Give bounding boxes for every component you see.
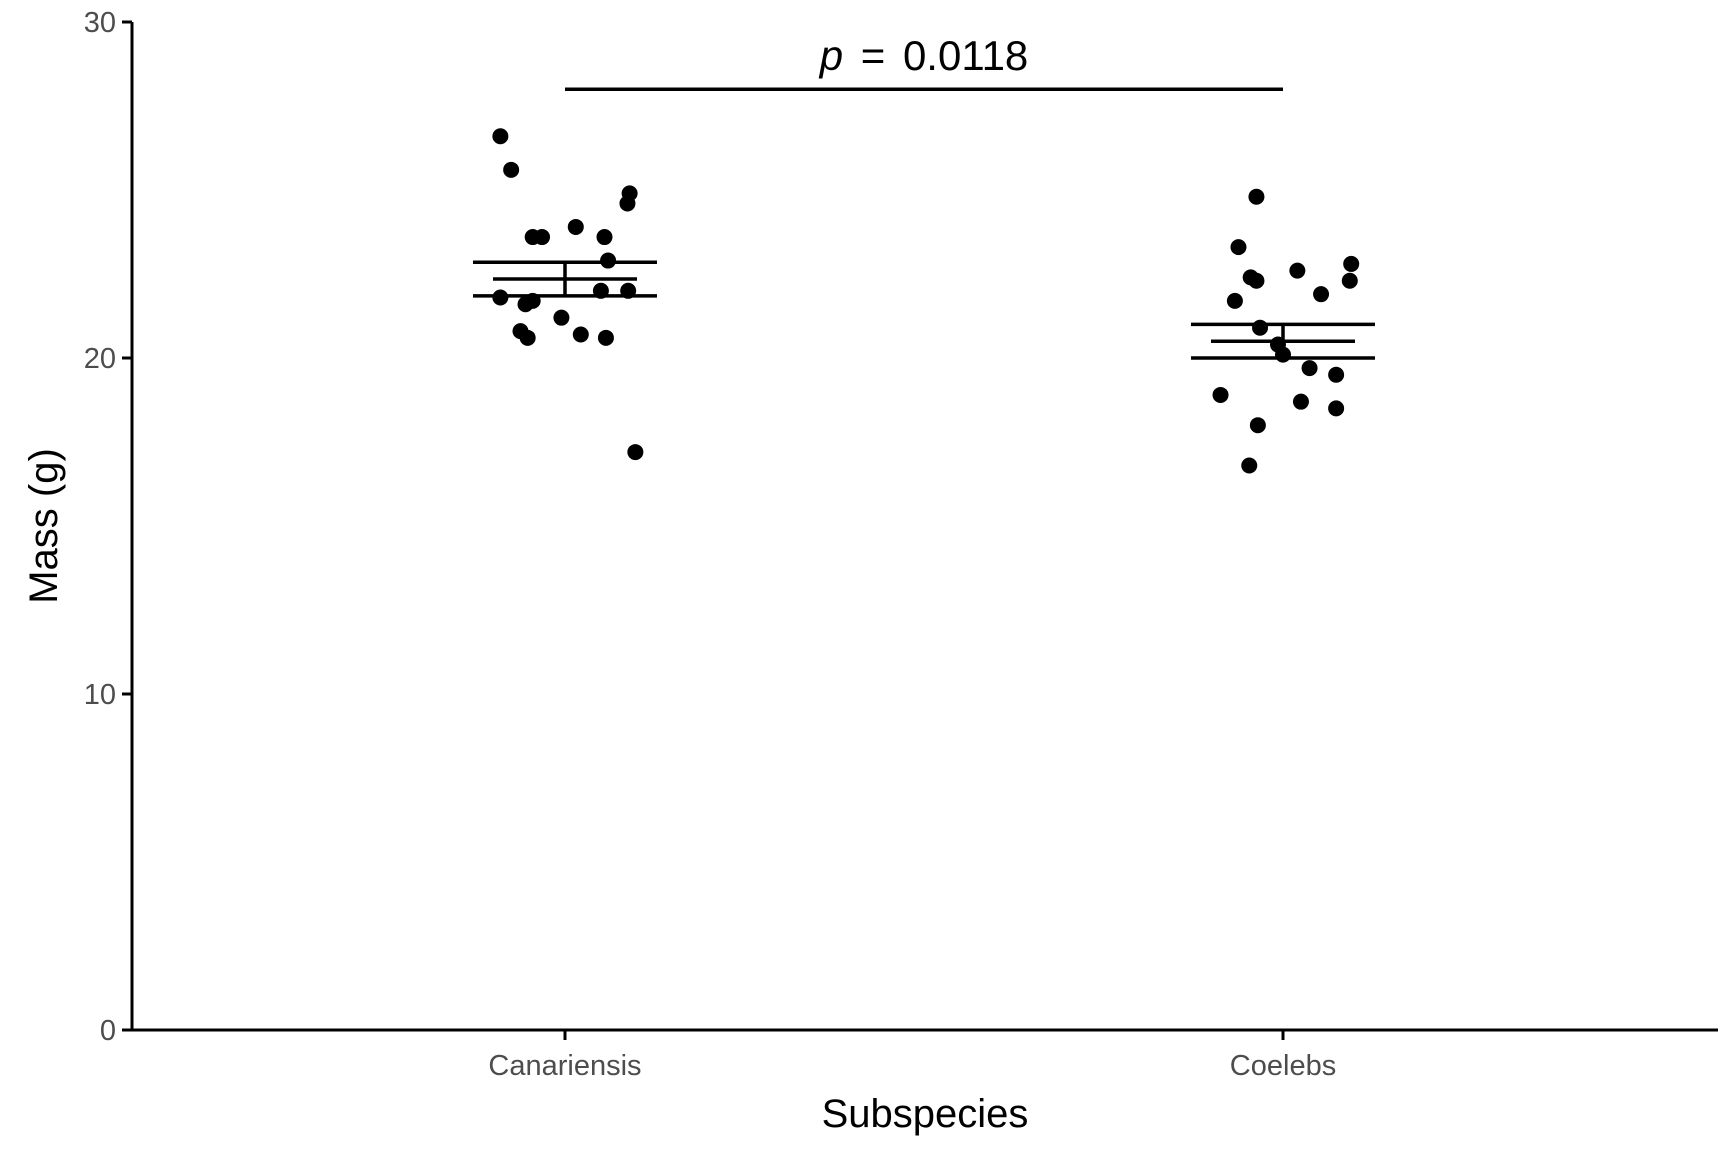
x-tick-label: Coelebs [1230,1050,1336,1082]
x-tick-label: Canariensis [488,1050,641,1082]
data-point [519,329,536,346]
data-point [1328,366,1345,383]
y-tick-label: 10 [84,679,116,711]
y-tick-label: 0 [100,1015,116,1047]
data-point [627,444,644,461]
data-point [1341,272,1358,289]
data-point [596,229,613,246]
data-point [1343,255,1360,272]
data-point [492,128,509,145]
data-point [1289,262,1306,279]
data-point [1248,272,1265,289]
plot-area [473,128,1375,474]
p-value: 0.0118 [903,32,1028,79]
data-point [534,229,551,246]
data-point [1212,386,1229,403]
data-point [1226,292,1243,309]
data-point [517,296,534,313]
data-point [1313,286,1330,303]
significance-annotation: p = 0.0118 [565,32,1283,91]
data-point [553,309,570,326]
y-axis-title: Mass (g) [22,448,66,604]
x-axis-title: Subspecies [822,1092,1029,1136]
y-tick-label: 30 [84,7,116,39]
p-symbol: p [818,32,843,79]
data-point [1328,400,1345,417]
data-point [1249,417,1266,434]
data-point [619,195,636,212]
data-point [572,326,589,343]
data-point [1230,239,1247,256]
data-point [1241,457,1258,474]
data-point [1248,188,1265,205]
equals-sign: = [861,32,886,79]
data-point [1292,393,1309,410]
p-value-label: p = 0.0118 [818,32,1029,79]
y-axis-ticks: 0 10 20 30 [84,7,132,1047]
data-point [567,218,584,235]
data-point [1252,319,1269,336]
y-tick-label: 20 [84,343,116,375]
data-point [1301,360,1318,377]
data-point [597,329,614,346]
data-point [503,161,520,178]
axes [130,22,1718,1032]
x-axis-ticks: Canariensis Coelebs [488,1030,1336,1082]
